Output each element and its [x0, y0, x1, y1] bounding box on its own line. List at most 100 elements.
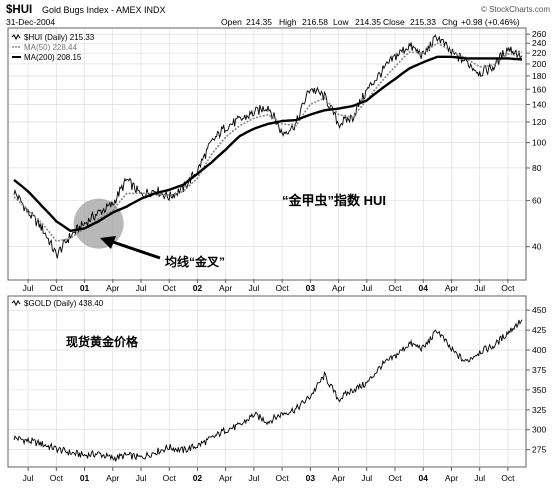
open-value: 214.35 [246, 17, 272, 27]
hui-x-axis: Jul Oct 01 Apr Jul Oct 02 Apr Jul Oct 03 Apr Jul Oct 0… [23, 279, 515, 293]
close-label: Close [383, 17, 405, 27]
hui-x-tick-label: Jul [248, 283, 259, 293]
gold-x-tick-label: Apr [332, 473, 345, 483]
hui-x-tick-label: Oct [50, 283, 64, 293]
hui-legend-swatch [11, 34, 21, 41]
golden-cross-circle [73, 198, 124, 249]
hui-x-tick-label: 02 [193, 283, 203, 293]
gold-y-tick-label: 275 [532, 445, 546, 455]
hui-y-tick-label: 160 [532, 84, 546, 94]
gold-x-tick-label: Apr [445, 473, 458, 483]
chg-label: Chg [442, 17, 458, 27]
hui-series-dotted [13, 42, 523, 242]
gold-x-tick-label: Jul [23, 473, 34, 483]
hui-series-price [13, 34, 523, 259]
callout-arrow-head [100, 236, 116, 249]
gold-gridlines [9, 297, 525, 466]
gold-x-tick-label: Oct [275, 473, 289, 483]
gold-annotation-title: 现货黄金价格 [66, 334, 139, 349]
gold-x-axis: Jul Oct 01 Apr Jul Oct 02 Apr Jul Oct 03 Apr Jul Oct 0… [23, 467, 515, 483]
hui-x-tick-label: Jul [361, 283, 372, 293]
gold-y-axis: 275 300 325 350 375 400 425 450 [526, 305, 546, 455]
gold-x-tick-label: 01 [80, 473, 90, 483]
gold-price-panel: 275 300 325 350 375 400 425 450 $GOLD (Daily) 4… [7, 295, 546, 468]
open-label: Open [221, 17, 242, 27]
golden-cross-label: 均线“金叉” [165, 254, 225, 269]
index-name: Gold Bugs Index - AMEX INDX [42, 5, 166, 15]
hui-y-tick-label: 240 [532, 38, 546, 48]
gold-x-tick-label: Oct [388, 473, 402, 483]
hui-y-tick-label: 60 [532, 196, 542, 206]
gold-x-tick-label: Jul [248, 473, 259, 483]
hui-y-tick-label: 200 [532, 59, 546, 69]
gold-legend: $GOLD (Daily) 438.40 [11, 299, 104, 308]
symbol-title: $HUI [6, 4, 32, 16]
gold-x-tick-label: Apr [106, 473, 119, 483]
gold-legend-swatch [11, 300, 21, 307]
high-value: 216.58 [302, 17, 328, 27]
gold-series-price [13, 319, 523, 463]
golden-cross-highlight [73, 198, 124, 249]
hui-y-tick-label: 180 [532, 71, 546, 81]
hui-y-tick-label: 220 [532, 48, 546, 58]
hui-y-tick-label: 40 [532, 242, 542, 252]
hui-gridlines [9, 29, 525, 279]
hui-x-tick-label: 01 [80, 283, 90, 293]
hui-x-tick-label: Oct [275, 283, 289, 293]
hui-x-tick-label: Apr [445, 283, 458, 293]
gold-x-tick-label: Apr [219, 473, 232, 483]
hui-x-tick-label: 03 [306, 283, 316, 293]
hui-y-tick-label: 260 [532, 29, 546, 39]
header: $HUI Gold Bugs Index - AMEX INDX 31-Dec-… [6, 4, 550, 27]
close-value: 215.33 [410, 17, 436, 27]
gold-x-tick-label: Jul [474, 473, 485, 483]
hui-y-tick-label: 80 [532, 163, 542, 173]
hui-x-tick-label: Jul [136, 283, 147, 293]
gold-y-tick-label: 300 [532, 425, 546, 435]
hui-series-thick [13, 55, 523, 233]
gold-x-tick-label: 02 [193, 473, 203, 483]
gold-x-tick-label: Jul [361, 473, 372, 483]
hui-series-lines [13, 34, 523, 259]
low-value: 214.35 [355, 17, 381, 27]
gold-y-tick-label: 400 [532, 345, 546, 355]
hui-legend-label: MA(200) 208.15 [24, 53, 82, 62]
hui-x-tick-label: Apr [106, 283, 119, 293]
low-label: Low [333, 17, 349, 27]
gold-x-tick-label: 03 [306, 473, 316, 483]
callout-arrow-shaft [109, 239, 161, 260]
high-label: High [279, 17, 297, 27]
watermark: © StockCharts.com [481, 5, 550, 14]
gold-x-tick-label: Jul [136, 473, 147, 483]
gold-y-tick-label: 425 [532, 325, 546, 335]
hui-y-tick-label: 100 [532, 138, 546, 148]
hui-x-tick-label: Jul [23, 283, 34, 293]
hui-annotation-title: “金甲虫”指数 HUI [282, 193, 386, 208]
hui-x-tick-label: 04 [418, 283, 428, 293]
gold-x-tick-label: 04 [418, 473, 428, 483]
hui-y-tick-label: 140 [532, 99, 546, 109]
hui-y-tick-label: 120 [532, 117, 546, 127]
chg-value: +0.98 (+0.46%) [461, 17, 520, 27]
hui-x-tick-label: Oct [388, 283, 402, 293]
gold-y-tick-label: 325 [532, 405, 546, 415]
hui-legend-label: MA(50) 228.44 [24, 43, 77, 52]
quote-date: 31-Dec-2004 [6, 17, 55, 27]
gold-legend-label: $GOLD (Daily) 438.40 [24, 299, 104, 308]
gold-x-tick-label: Oct [501, 473, 515, 483]
gold-x-tick-label: Oct [50, 473, 64, 483]
gold-y-tick-label: 350 [532, 385, 546, 395]
hui-x-tick-label: Oct [163, 283, 177, 293]
hui-x-tick-label: Apr [332, 283, 345, 293]
hui-x-tick-label: Jul [474, 283, 485, 293]
gold-y-tick-label: 375 [532, 365, 546, 375]
gold-series-lines [13, 319, 523, 463]
golden-cross-callout: 均线“金叉” [100, 236, 225, 269]
gold-x-tick-label: Oct [163, 473, 177, 483]
gold-y-tick-label: 450 [532, 305, 546, 315]
hui-x-tick-label: Oct [501, 283, 515, 293]
